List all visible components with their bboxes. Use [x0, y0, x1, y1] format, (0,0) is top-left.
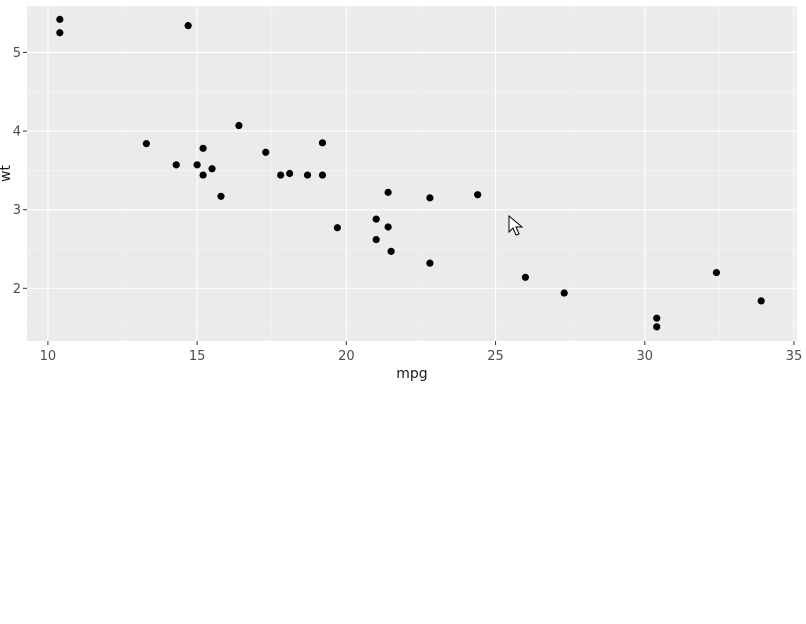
y-tick-label: 4 [13, 125, 21, 140]
data-point [426, 259, 434, 267]
data-point [653, 323, 661, 331]
data-point [142, 140, 150, 148]
data-points [56, 15, 765, 331]
minor-gridlines [27, 6, 797, 341]
data-point [712, 268, 721, 277]
data-point [653, 314, 661, 322]
data-point [262, 148, 270, 156]
mouse-cursor-icon [508, 215, 524, 236]
data-point [184, 22, 192, 30]
x-tick-label: 15 [189, 349, 206, 364]
data-point [426, 194, 434, 202]
data-point [318, 171, 327, 179]
data-point [318, 139, 327, 147]
data-point [277, 171, 285, 179]
data-point [199, 144, 207, 152]
data-point [560, 289, 568, 297]
data-point [56, 29, 64, 37]
x-axis-title: mpg [396, 366, 427, 382]
data-point [193, 161, 201, 169]
data-point [333, 224, 341, 232]
data-point [521, 273, 530, 281]
data-point [757, 297, 765, 305]
y-axis-title: wt [0, 165, 14, 182]
data-point [208, 165, 216, 173]
plot-panel [27, 6, 797, 341]
y-tick-label: 3 [13, 203, 21, 218]
data-point [474, 191, 482, 199]
x-tick-label: 20 [338, 349, 355, 364]
y-tick-label: 5 [13, 46, 21, 61]
data-point [384, 188, 392, 196]
x-tick-label: 30 [637, 349, 654, 364]
axis-ticks [23, 51, 795, 345]
data-point [199, 171, 207, 179]
y-tick-label: 2 [13, 282, 21, 297]
data-point [172, 161, 180, 169]
data-point [387, 247, 395, 255]
y-tick-labels: 2 3 4 5 [13, 46, 21, 297]
data-point [372, 235, 380, 244]
x-tick-label: 35 [786, 349, 803, 364]
data-point [56, 15, 64, 23]
data-point [286, 169, 294, 178]
data-point [372, 215, 380, 223]
x-tick-label: 10 [40, 349, 57, 364]
data-point [235, 121, 243, 130]
data-point [303, 171, 312, 179]
data-point [384, 223, 392, 231]
x-tick-labels: 10 15 20 25 30 35 [40, 349, 803, 364]
x-tick-label: 25 [487, 349, 504, 364]
major-gridlines [27, 6, 797, 341]
data-point [217, 192, 225, 200]
